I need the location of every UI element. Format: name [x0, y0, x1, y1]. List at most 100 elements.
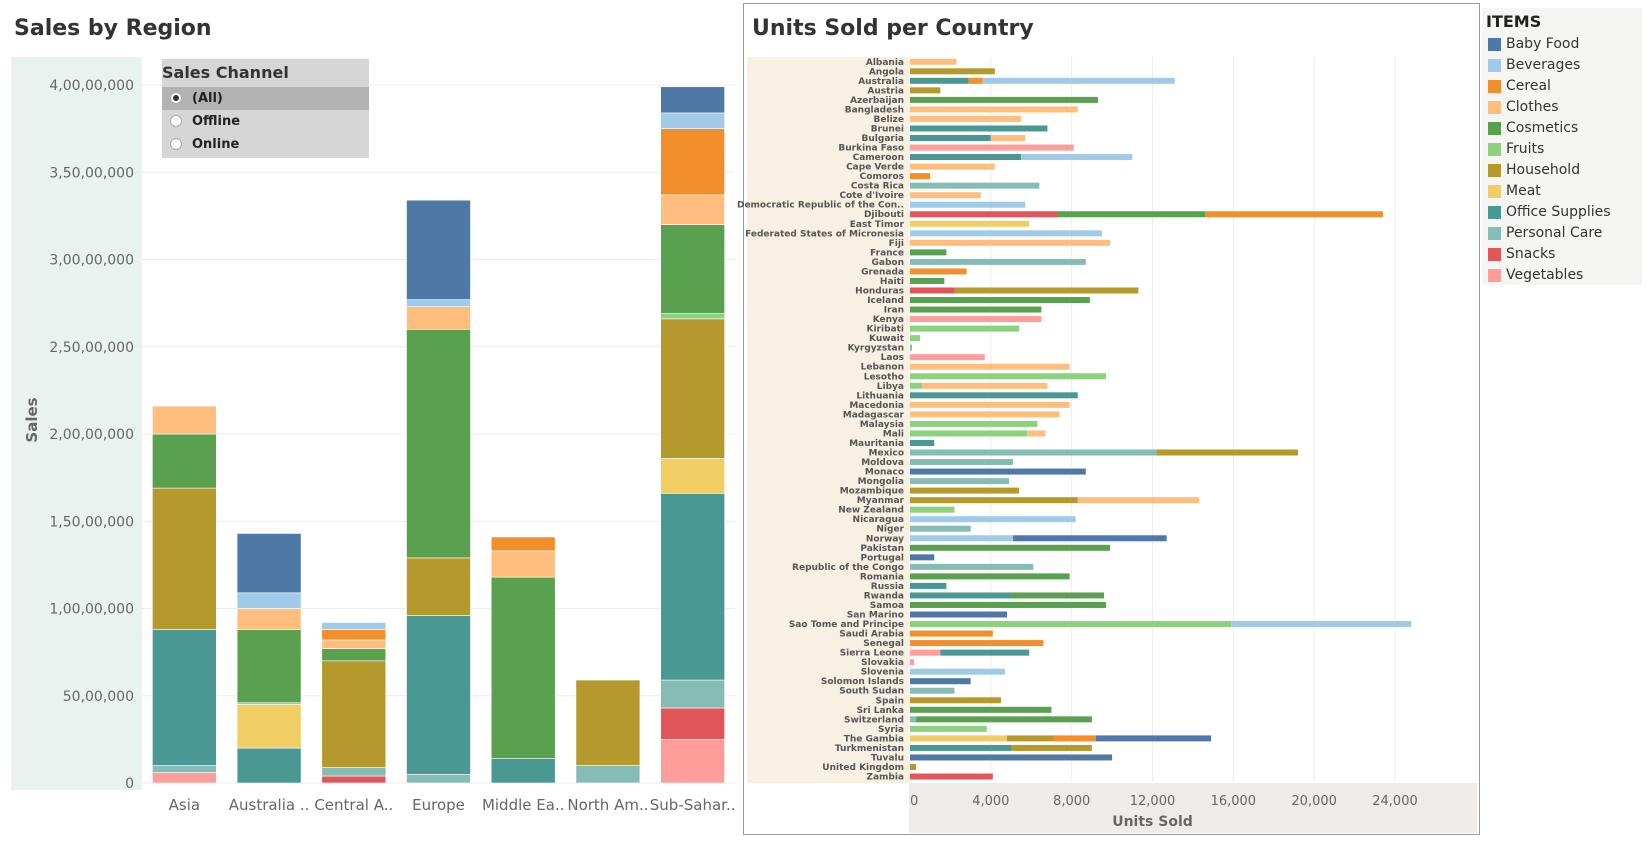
bar-segment-grenada-cereal[interactable] [910, 268, 967, 275]
bar-segment-norway-baby-food[interactable] [1013, 535, 1167, 542]
bar-segment-syria-fruits[interactable] [910, 725, 987, 732]
bar-segment-mexico-household[interactable] [1156, 449, 1298, 456]
bar-segment-switzerland-personal-care[interactable] [910, 716, 917, 723]
bar-segment-turkmenistan-household[interactable] [1011, 744, 1092, 751]
bar-segment-middle-ea-clothes[interactable] [490, 550, 556, 578]
bar-segment-middle-ea-cosmetics[interactable] [490, 576, 556, 759]
bar-segment-lebanon-clothes[interactable] [910, 363, 1070, 370]
legend-item-baby-food[interactable]: Baby Food [1482, 34, 1642, 55]
bar-segment-iran-cosmetics[interactable] [910, 306, 1042, 313]
bar-segment-monaco-baby-food[interactable] [910, 468, 1086, 475]
bar-segment-myanmar-household[interactable] [910, 497, 1078, 504]
bar-segment-sub-sahar-snacks[interactable] [660, 707, 725, 740]
bar-segment-turkmenistan-office-supplies[interactable] [910, 744, 1012, 751]
bar-segment-switzerland-cosmetics[interactable] [916, 716, 1092, 723]
bar-segment-austria-household[interactable] [910, 87, 941, 94]
bar-segment-lesotho-fruits[interactable] [910, 373, 1107, 380]
bar-segment-lithuania-office-supplies[interactable] [910, 392, 1078, 399]
legend-item-meat[interactable]: Meat [1482, 181, 1642, 202]
bar-segment-senegal-cereal[interactable] [910, 640, 1044, 647]
radio-selected-icon[interactable] [170, 92, 182, 104]
legend-item-beverages[interactable]: Beverages [1482, 55, 1642, 76]
bar-segment-iceland-cosmetics[interactable] [910, 297, 1090, 304]
bar-segment-federated-states-of-micronesia-beverages[interactable] [910, 230, 1102, 237]
legend-item-office-supplies[interactable]: Office Supplies [1482, 202, 1642, 223]
bar-segment-europe-cosmetics[interactable] [406, 328, 471, 559]
bar-segment-south-sudan-personal-care[interactable] [910, 687, 955, 694]
bar-segment-australia-office-supplies[interactable] [236, 747, 302, 784]
bar-segment-slovenia-beverages[interactable] [910, 668, 1005, 675]
legend-item-cereal[interactable]: Cereal [1482, 76, 1642, 97]
bar-segment-honduras-snacks[interactable] [910, 287, 955, 294]
bar-segment-comoros-cereal[interactable] [910, 173, 931, 180]
bar-segment-nicaragua-beverages[interactable] [910, 516, 1076, 523]
bar-segment-burkina-faso-vegetables[interactable] [910, 144, 1074, 151]
bar-segment-kyrgyzstan-personal-care[interactable] [910, 344, 913, 351]
bar-segment-moldova-personal-care[interactable] [910, 459, 1014, 466]
bar-segment-portugal-baby-food[interactable] [910, 554, 935, 561]
bar-segment-san-marino-baby-food[interactable] [910, 611, 1007, 618]
bar-segment-sub-sahar-personal-care[interactable] [660, 679, 725, 709]
bar-segment-europe-baby-food[interactable] [406, 199, 471, 300]
bar-segment-niger-personal-care[interactable] [910, 525, 971, 532]
bar-segment-the-gambia-cereal[interactable] [1053, 735, 1096, 742]
bar-segment-australia-baby-food[interactable] [236, 533, 302, 594]
bar-segment-east-timor-meat[interactable] [910, 220, 1030, 227]
bar-segment-russia-office-supplies[interactable] [910, 582, 947, 589]
bar-segment-rwanda-office-supplies[interactable] [910, 592, 1012, 599]
bar-segment-madagascar-clothes[interactable] [910, 411, 1060, 418]
legend-item-cosmetics[interactable]: Cosmetics [1482, 118, 1642, 139]
bar-segment-tuvalu-baby-food[interactable] [910, 754, 1113, 761]
bar-segment-djibouti-cereal[interactable] [1205, 211, 1383, 218]
bar-segment-kuwait-fruits[interactable] [910, 335, 921, 342]
bar-segment-central-a-household[interactable] [321, 660, 387, 768]
bar-segment-australia-beverages[interactable] [982, 77, 1175, 84]
bar-segment-libya-clothes[interactable] [922, 382, 1048, 389]
bar-segment-central-a-beverages[interactable] [321, 622, 387, 630]
bar-segment-democratic-republic-of-the-con-beverages[interactable] [910, 201, 1026, 208]
bar-segment-sierra-leone-vegetables[interactable] [910, 649, 941, 656]
bar-segment-samoa-cosmetics[interactable] [910, 601, 1107, 608]
bar-segment-djibouti-snacks[interactable] [910, 211, 1058, 218]
legend-item-snacks[interactable]: Snacks [1482, 244, 1642, 265]
radio-icon[interactable] [170, 138, 182, 150]
bar-segment-france-cosmetics[interactable] [910, 249, 947, 256]
bar-segment-sub-sahar-cereal[interactable] [660, 128, 725, 196]
radio-icon[interactable] [170, 115, 182, 127]
bar-segment-bulgaria-office-supplies[interactable] [910, 135, 991, 142]
bar-segment-zambia-snacks[interactable] [910, 773, 993, 780]
bar-segment-gabon-personal-care[interactable] [910, 258, 1086, 265]
legend-item-clothes[interactable]: Clothes [1482, 97, 1642, 118]
bar-segment-sao-tome-and-principe-fruits[interactable] [910, 621, 1232, 628]
legend-item-vegetables[interactable]: Vegetables [1482, 265, 1642, 286]
bar-segment-middle-ea-office-supplies[interactable] [490, 758, 556, 784]
bar-segment-mauritania-office-supplies[interactable] [910, 439, 935, 446]
bar-segment-sub-sahar-household[interactable] [660, 318, 725, 459]
bar-segment-europe-office-supplies[interactable] [406, 615, 471, 775]
bar-segment-costa-rica-personal-care[interactable] [910, 182, 1040, 189]
bar-segment-laos-vegetables[interactable] [910, 354, 985, 361]
legend-item-personal-care[interactable]: Personal Care [1482, 223, 1642, 244]
bar-segment-mali-fruits[interactable] [910, 430, 1028, 437]
bar-segment-mongolia-personal-care[interactable] [910, 478, 1010, 485]
bar-segment-new-zealand-fruits[interactable] [910, 506, 955, 513]
bar-segment-bangladesh-clothes[interactable] [910, 106, 1078, 113]
bar-segment-angola-household[interactable] [910, 68, 995, 75]
bar-segment-cape-verde-clothes[interactable] [910, 163, 995, 170]
bar-segment-australia-office-supplies[interactable] [910, 77, 969, 84]
bar-segment-pakistan-cosmetics[interactable] [910, 544, 1111, 551]
bar-segment-bulgaria-clothes[interactable] [990, 135, 1026, 142]
bar-segment-rwanda-cosmetics[interactable] [1011, 592, 1104, 599]
bar-segment-australia-meat[interactable] [236, 704, 302, 749]
bar-segment-spain-household[interactable] [910, 697, 1001, 704]
bar-segment-cameroon-beverages[interactable] [1021, 154, 1133, 161]
bar-segment-azerbaijan-cosmetics[interactable] [910, 96, 1098, 103]
bar-segment-sub-sahar-baby-food[interactable] [660, 86, 725, 114]
bar-segment-asia-office-supplies[interactable] [152, 629, 217, 766]
bar-segment-slovakia-vegetables[interactable] [910, 659, 915, 666]
bar-segment-asia-clothes[interactable] [152, 405, 217, 435]
bar-segment-europe-household[interactable] [406, 557, 471, 616]
bar-segment-mozambique-household[interactable] [910, 487, 1020, 494]
bar-segment-asia-household[interactable] [152, 487, 217, 630]
bar-segment-malaysia-fruits[interactable] [910, 420, 1038, 427]
